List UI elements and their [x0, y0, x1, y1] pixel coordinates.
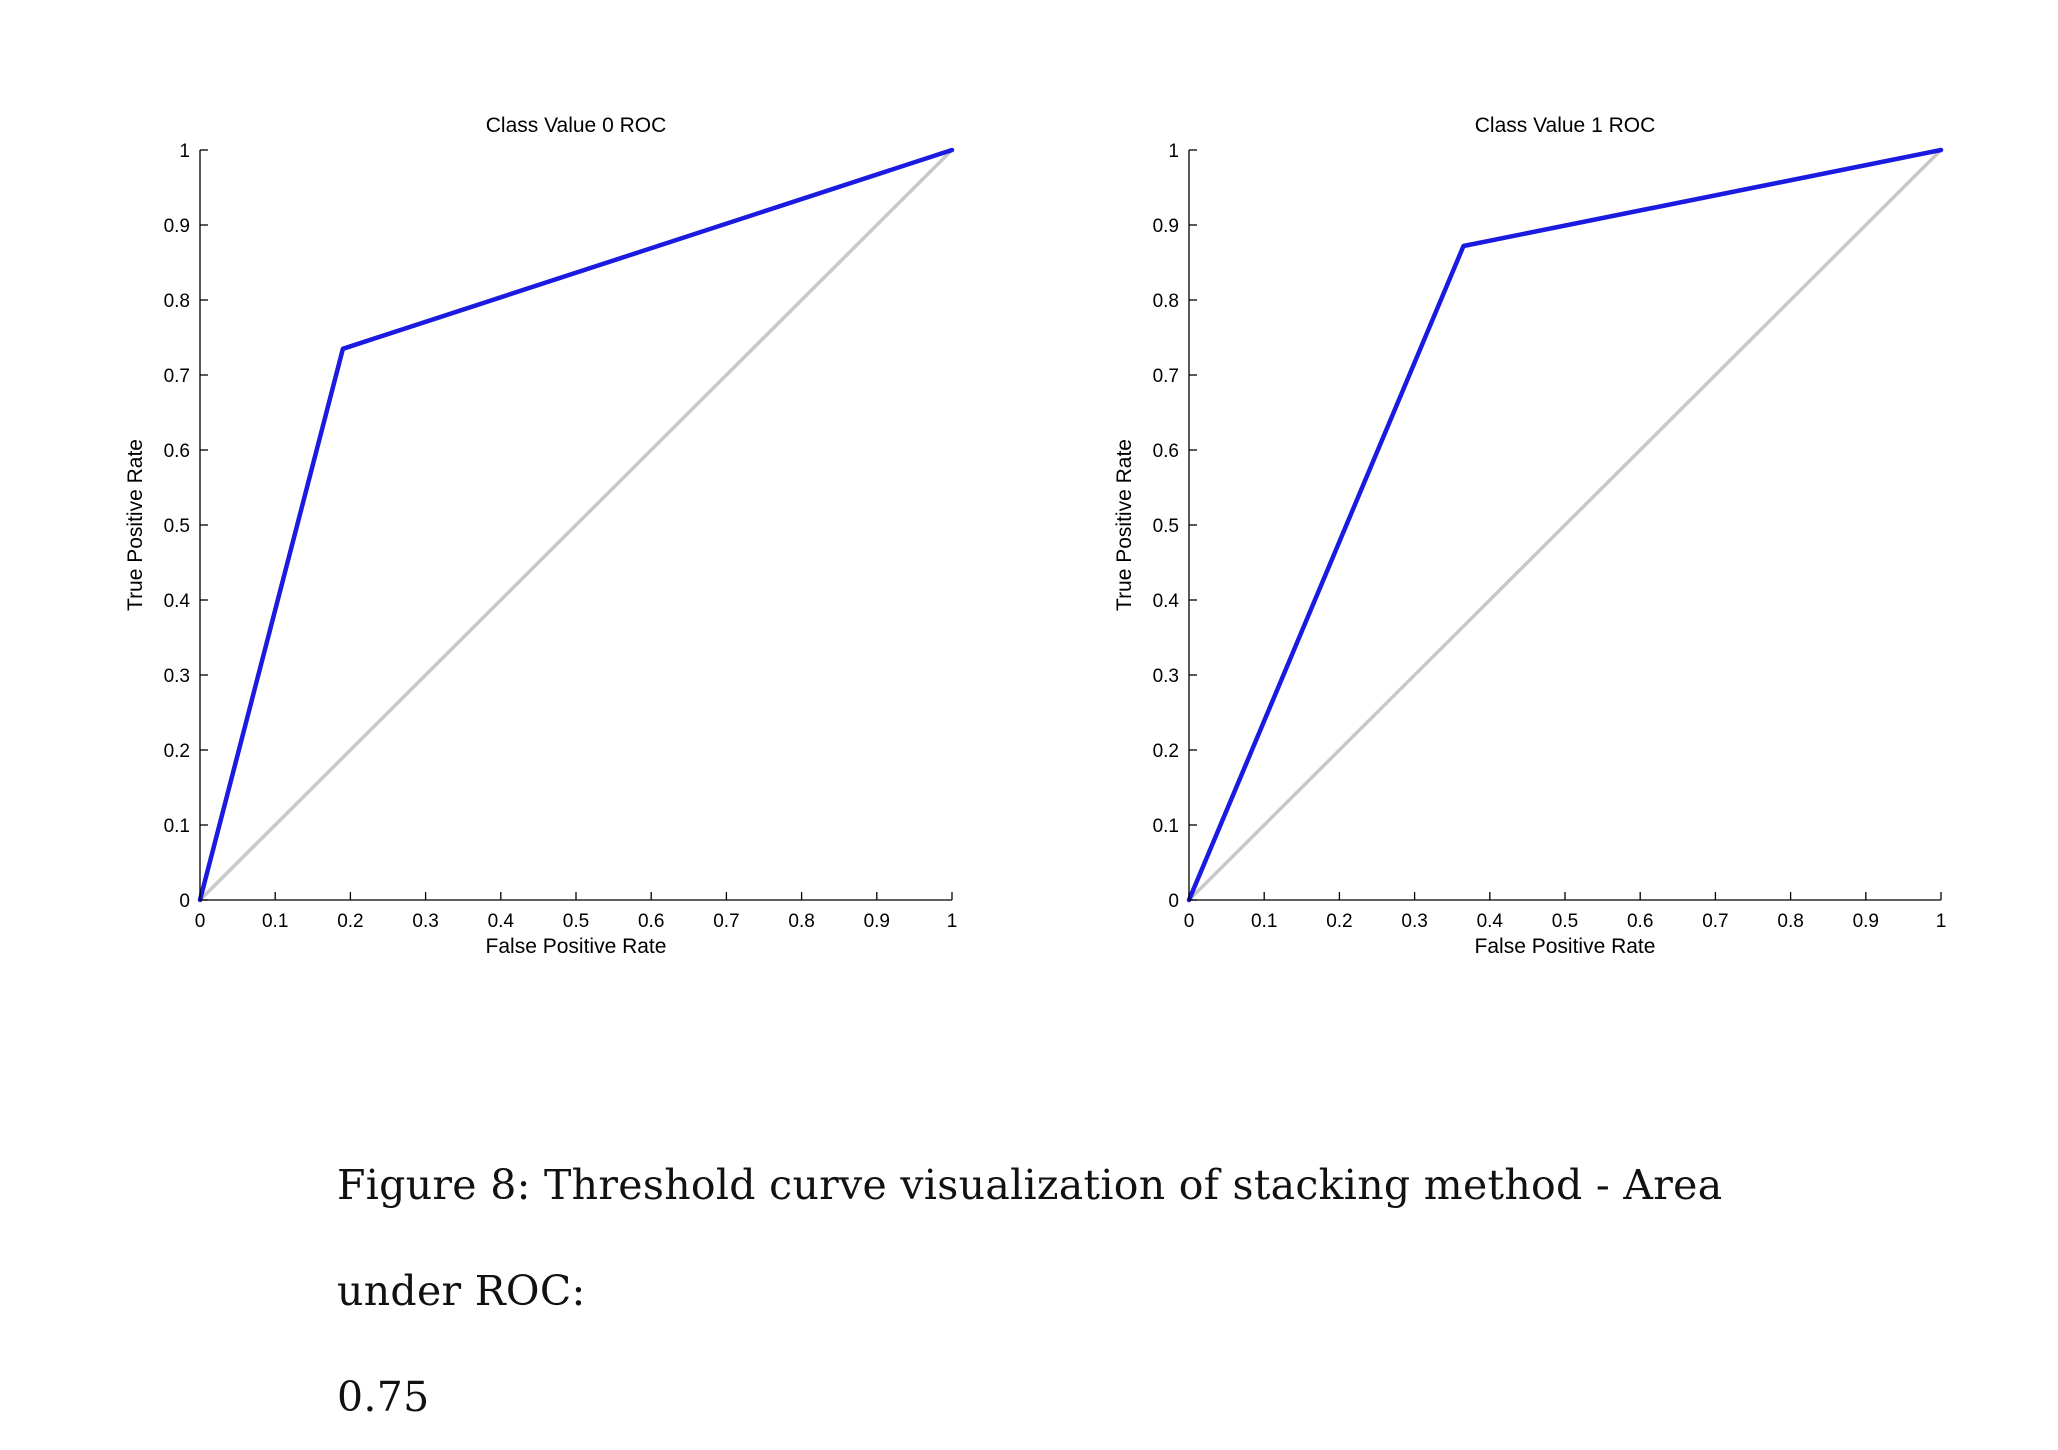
x-tick-label: 0.8	[788, 911, 814, 932]
chart-1: 0 0.1 0.2 0.3 0.4 0.5 0.6 0.7 0.8 0.9 1 0 0.1 0.2 0.3 0…	[1113, 114, 1946, 958]
y-tick-label: 0.6	[164, 441, 190, 462]
x-tick-label: 0.2	[1326, 911, 1352, 932]
y-tick-label: 0.3	[164, 666, 190, 687]
x-tick-label: 0.6	[1627, 911, 1653, 932]
caption-line-1: Figure 8: Threshold curve visualization …	[337, 1161, 1723, 1315]
x-tick-label: 1	[947, 911, 958, 932]
x-tick-label: 0.8	[1777, 911, 1803, 932]
y-tick-label: 0.4	[1153, 591, 1180, 612]
x-tick-label: 0.7	[1702, 911, 1728, 932]
x-axis-label: False Positive Rate	[1475, 935, 1656, 958]
chart-title: Class Value 0 ROC	[486, 114, 667, 137]
y-axis-label: True Positive Rate	[124, 439, 147, 611]
x-tick-label: 0	[1184, 911, 1195, 932]
caption-line-2: 0.75	[337, 1373, 430, 1421]
figure: 0 0.1 0.2 0.3 0.4 0.5 0.6 0.7 0.8 0.9 1 0 0.1 0.2 0.3 0…	[124, 114, 1946, 958]
x-tick-label: 0.3	[412, 911, 438, 932]
y-tick-label: 1	[179, 141, 190, 162]
x-tick-label: 0.6	[638, 911, 664, 932]
y-tick-label: 0.7	[1153, 366, 1179, 387]
y-tick-label: 0.7	[164, 366, 190, 387]
x-tick-label: 0.3	[1401, 911, 1427, 932]
x-tick-label: 0.9	[1853, 911, 1879, 932]
roc-figure: 0 0.1 0.2 0.3 0.4 0.5 0.6 0.7 0.8 0.9 1 0 0.1 0.2 0.3 0…	[124, 114, 1946, 958]
y-tick-label: 0.2	[1153, 741, 1179, 762]
y-tick-label: 0.9	[1153, 216, 1179, 237]
x-tick-label: 0.4	[488, 911, 515, 932]
chart-0: 0 0.1 0.2 0.3 0.4 0.5 0.6 0.7 0.8 0.9 1 0 0.1 0.2 0.3 0…	[124, 114, 957, 958]
chart-title: Class Value 1 ROC	[1475, 114, 1656, 137]
y-tick-label: 0.6	[1153, 441, 1179, 462]
x-tick-label: 0.1	[1251, 911, 1277, 932]
y-tick-label: 0.8	[1153, 291, 1179, 312]
y-tick-label: 0.4	[164, 591, 191, 612]
series-line-1	[198, 148, 954, 902]
x-tick-label: 0.4	[1477, 911, 1504, 932]
y-tick-label: 0.9	[164, 216, 190, 237]
figure-caption: Figure 8: Threshold curve visualization …	[337, 1132, 1857, 1450]
y-tick-label: 0.2	[164, 741, 190, 762]
y-tick-label: 0.3	[1153, 666, 1179, 687]
y-tick-label: 1	[1168, 141, 1179, 162]
y-tick-label: 0.5	[1153, 516, 1179, 537]
x-tick-label: 0.7	[713, 911, 739, 932]
x-tick-label: 0.1	[262, 911, 288, 932]
y-tick-label: 0.8	[164, 291, 190, 312]
x-axis-label: False Positive Rate	[486, 935, 667, 958]
x-tick-label: 1	[1936, 911, 1947, 932]
y-tick-label: 0.5	[164, 516, 190, 537]
y-tick-label: 0.1	[1153, 816, 1179, 837]
y-axis-label: True Positive Rate	[1113, 439, 1136, 611]
x-tick-label: 0.2	[337, 911, 363, 932]
series-line-0	[1186, 147, 1944, 903]
y-tick-label: 0	[1168, 891, 1179, 912]
series-line-0	[197, 147, 955, 903]
x-tick-label: 0	[195, 911, 206, 932]
x-tick-label: 0.5	[1552, 911, 1578, 932]
x-tick-label: 0.5	[563, 911, 589, 932]
series-line-1	[1187, 148, 1943, 902]
y-tick-label: 0	[179, 891, 190, 912]
y-tick-label: 0.1	[164, 816, 190, 837]
x-tick-label: 0.9	[864, 911, 890, 932]
